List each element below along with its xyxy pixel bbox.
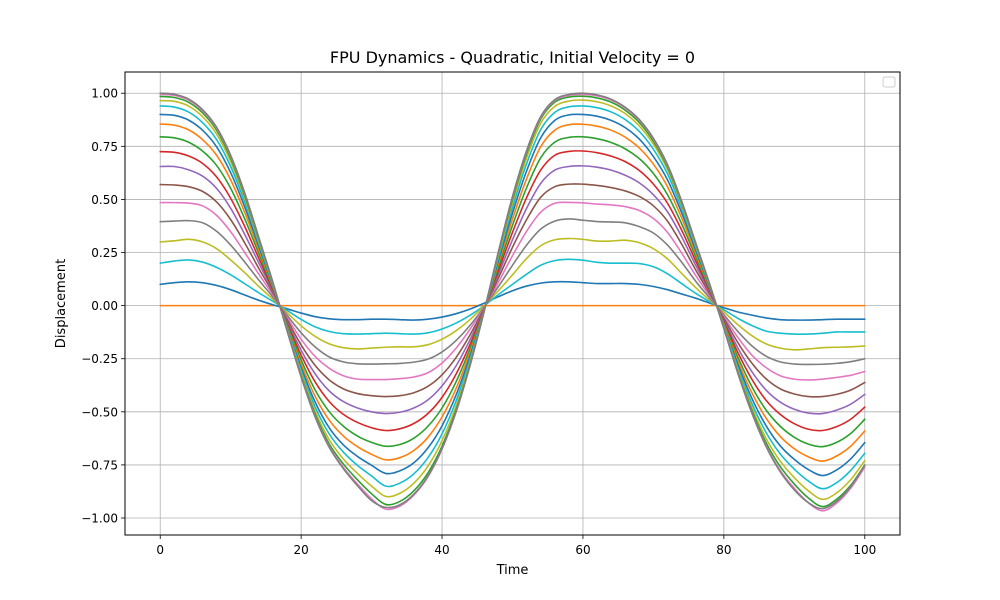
y-axis-label: Displacement [54,259,69,348]
x-axis-label: Time [496,563,529,578]
y-tick-label: 0.25 [91,246,118,260]
y-tick-label: −0.50 [81,405,118,419]
y-tick-label: −0.75 [81,458,118,472]
x-tick-label: 60 [575,543,590,557]
chart-title: FPU Dynamics - Quadratic, Initial Veloci… [330,48,695,67]
series-lines [159,92,866,512]
plot-area-frame [124,71,901,536]
y-tick-label: 0.50 [91,193,118,207]
x-tick-label: 0 [156,543,164,557]
series-line-1 [159,280,866,321]
x-tick-label: 100 [853,543,876,557]
y-tick-label: 0.75 [91,140,118,154]
y-tick-label: −1.00 [81,512,118,526]
legend [882,76,896,88]
x-tick-label: 80 [716,543,731,557]
x-tick-label: 40 [434,543,449,557]
y-tick-label: −0.25 [81,352,118,366]
legend-frame [882,76,896,88]
x-tick-label: 20 [293,543,308,557]
axis-ticks: 0 20 40 60 80 100 −1.00 −0.75 −0.50 −0.25 0.00 0.25… [81,87,876,557]
y-tick-label: 0.00 [91,299,118,313]
y-tick-label: 1.00 [91,87,118,101]
series-line-16 [159,92,866,510]
